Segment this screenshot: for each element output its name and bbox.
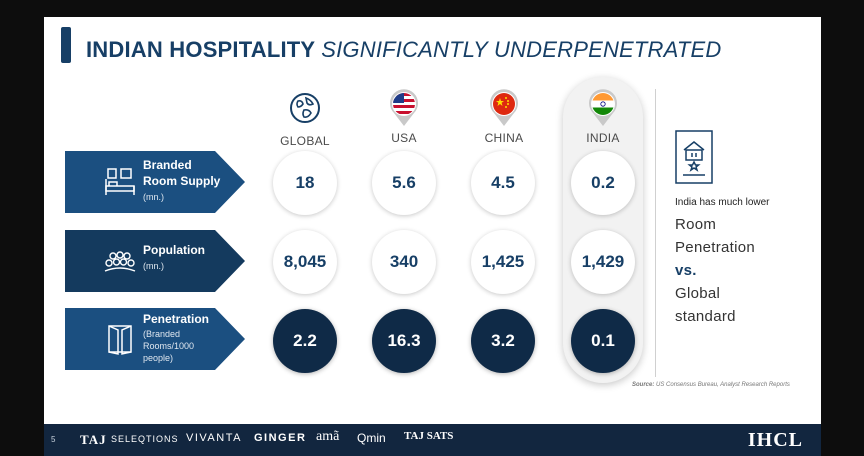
- title-main: INDIAN HOSPITALITY: [86, 37, 315, 62]
- value-cell: 2.2: [273, 309, 337, 373]
- row-subtitle: (mn.): [143, 192, 164, 202]
- slide-title: INDIAN HOSPITALITY SIGNIFICANTLY UNDERPE…: [86, 37, 721, 63]
- note-line: standard: [675, 308, 736, 325]
- divider: [655, 89, 656, 377]
- footer-bar: 5 TAJ SELEQTIONS VIVANTA GINGER amã Qmin…: [44, 424, 821, 456]
- value-cell: 5.6: [372, 151, 436, 215]
- value-cell: 0.1: [571, 309, 635, 373]
- row-subtitle-line: Rooms/1000: [143, 341, 195, 351]
- row-title: Population: [143, 243, 205, 257]
- row-title-line: Branded: [143, 158, 192, 172]
- value-cell: 3.2: [471, 309, 535, 373]
- ihcl-logo: IHCL: [747, 429, 803, 451]
- usa-flag-icon: [388, 89, 420, 126]
- column-label: GLOBAL: [280, 134, 330, 148]
- column-usa: USA: [359, 89, 449, 145]
- column-label: USA: [391, 131, 417, 145]
- row-subtitle: (Branded Rooms/1000 people): [143, 328, 194, 364]
- value-cell: 18: [273, 151, 337, 215]
- row-title-line: Room Supply: [143, 174, 221, 188]
- brand-ama: amã: [316, 429, 340, 444]
- hotel-building-icon: [675, 130, 713, 184]
- row-subtitle: (mn.): [143, 261, 164, 271]
- source-text: US Consensus Bureau, Analyst Research Re…: [656, 382, 790, 388]
- title-emphasis: SIGNIFICANTLY UNDERPENETRATED: [321, 37, 722, 62]
- hotel-bed-icon: [103, 165, 137, 199]
- column-china: CHINA: [459, 89, 549, 145]
- column-label: INDIA: [586, 131, 620, 145]
- note-line: Global: [675, 285, 721, 302]
- row-tag-penetration: Penetration (Branded Rooms/1000 people): [65, 308, 245, 370]
- row-subtitle-line: people): [143, 353, 174, 363]
- note-vs: vs.: [675, 262, 697, 279]
- value-cell: 1,429: [571, 230, 635, 294]
- slide: INDIAN HOSPITALITY SIGNIFICANTLY UNDERPE…: [44, 17, 821, 454]
- note-line: Room: [675, 216, 717, 233]
- note-line: Penetration: [675, 239, 756, 256]
- page-number: 5: [51, 435, 56, 444]
- title-accent-bar: [61, 27, 71, 63]
- row-subtitle-line: (Branded: [143, 329, 181, 339]
- people-crowd-icon: [103, 244, 137, 278]
- row-title: Penetration: [143, 312, 210, 326]
- column-label: CHINA: [484, 131, 524, 145]
- row-tag-population: Population (mn.): [65, 230, 245, 292]
- row-title: Branded Room Supply: [143, 157, 220, 189]
- value-cell: 1,425: [471, 230, 535, 294]
- column-india: INDIA: [558, 89, 648, 145]
- india-flag-icon: [587, 89, 619, 126]
- value-cell: 16.3: [372, 309, 436, 373]
- brand-taj-sats: TAJ SATS: [404, 430, 454, 442]
- value-cell: 8,045: [273, 230, 337, 294]
- column-global: GLOBAL: [260, 92, 350, 148]
- value-cell: 340: [372, 230, 436, 294]
- brand-qmin: Qmin: [357, 431, 386, 445]
- source-label: Source:: [632, 382, 655, 388]
- note-statement: Room Penetration vs. Global standard: [675, 213, 755, 328]
- china-flag-icon: [488, 89, 520, 126]
- value-cell: 0.2: [571, 151, 635, 215]
- note-caption: India has much lower: [675, 197, 770, 208]
- brand-vivanta: VIVANTA: [186, 432, 242, 444]
- value-cell: 4.5: [471, 151, 535, 215]
- globe-icon: [289, 92, 321, 124]
- brand-ginger: GINGER: [254, 432, 307, 444]
- brand-taj: TAJ: [80, 432, 107, 447]
- source-note: Source: US Consensus Bureau, Analyst Res…: [632, 382, 790, 388]
- row-tag-room-supply: Branded Room Supply (mn.): [65, 151, 245, 213]
- brand-seleqtions: SELEQTIONS: [111, 434, 179, 444]
- door-icon: [103, 322, 137, 356]
